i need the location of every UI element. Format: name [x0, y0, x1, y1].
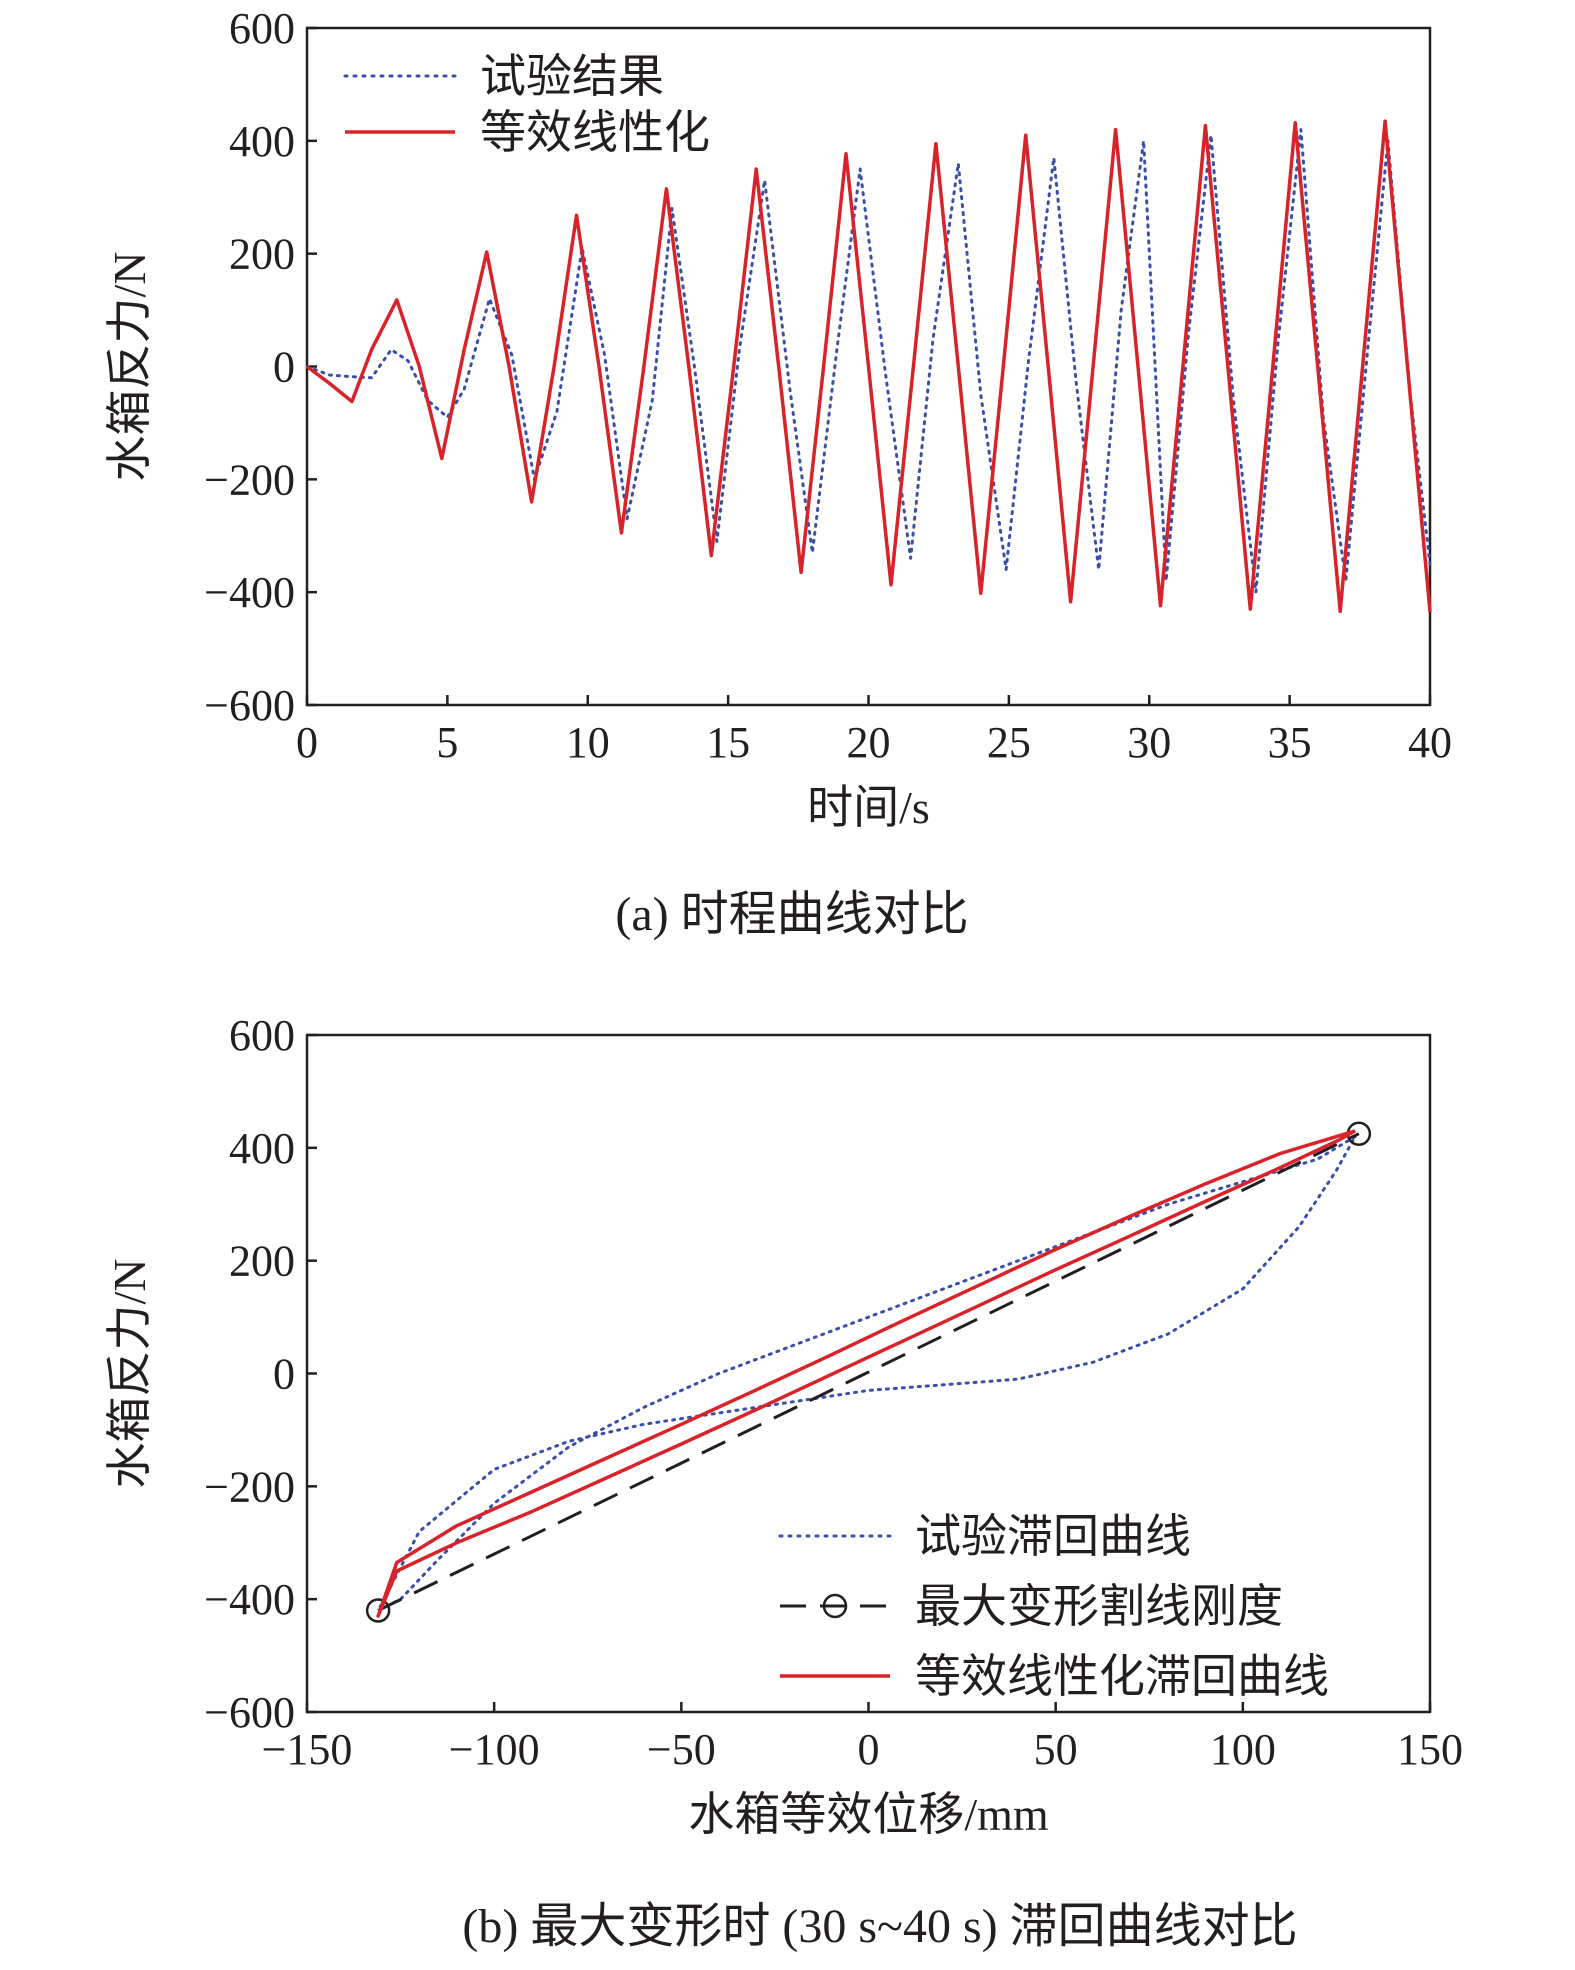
a-series-0-line	[305, 128, 1432, 594]
panel-b-ticks: −150 −100 −50 0 50 100 150 −600 −400 −200 0 200 400 6…	[204, 1011, 1463, 1774]
panel-b-series	[365, 1121, 1372, 1623]
panel-a-x-axis-label: 时间/s	[807, 782, 930, 833]
x-tick-label: −50	[647, 1725, 716, 1774]
panel-b-hysteresis-chart: −150 −100 −50 0 50 100 150 −600 −400 −200 0 200 400 6…	[104, 1011, 1463, 1953]
y-tick-label: 200	[229, 230, 295, 279]
x-tick-label: 5	[436, 718, 458, 767]
panel-a-legend: 试验结果 等效线性化	[343, 51, 710, 158]
x-tick-label: 25	[987, 718, 1031, 767]
panel-a-ticks: 0 5 10 15 20 25 30 35 40 −600 −400 −200 0 200 400 600	[204, 4, 1452, 767]
y-tick-label: 400	[229, 117, 295, 166]
panel-a-series	[305, 119, 1432, 614]
x-tick-label: 0	[858, 1725, 880, 1774]
x-tick-label: 15	[706, 718, 750, 767]
b-series-2-line	[376, 1129, 1356, 1618]
y-tick-label: 0	[273, 343, 295, 392]
x-tick-label: −100	[449, 1725, 540, 1774]
a-series-1-line	[305, 119, 1432, 614]
legend-a-experiment-label: 试验结果	[480, 51, 664, 102]
panel-b-y-axis-label: 水箱反力/N	[104, 1259, 155, 1489]
x-tick-label: 100	[1210, 1725, 1276, 1774]
x-tick-label: 10	[566, 718, 610, 767]
y-tick-label: 200	[229, 1237, 295, 1286]
y-tick-label: 400	[229, 1124, 295, 1173]
x-tick-label: 40	[1408, 718, 1452, 767]
b-series-0-line	[376, 1135, 1357, 1612]
panel-a-time-history-chart: 0 5 10 15 20 25 30 35 40 −600 −400 −200 0 200 400 600 试…	[104, 4, 1452, 941]
panel-a-y-axis-label: 水箱反力/N	[104, 252, 155, 482]
b-secant-endpoint-marker	[365, 1598, 391, 1623]
legend-a-linearized-label: 等效线性化	[480, 107, 710, 158]
y-tick-label: −200	[204, 455, 295, 504]
x-tick-label: 50	[1034, 1725, 1078, 1774]
legend-b-secant-label: 最大变形割线刚度	[915, 1581, 1283, 1632]
y-tick-label: 600	[229, 1011, 295, 1060]
panel-b-caption: (b) 最大变形时 (30 s~40 s) 滞回曲线对比	[462, 1900, 1297, 1953]
x-tick-label: 35	[1268, 718, 1312, 767]
y-tick-label: −200	[204, 1462, 295, 1511]
legend-b-linearized-label: 等效线性化滞回曲线	[915, 1651, 1329, 1702]
panel-b-x-axis-label: 水箱等效位移/mm	[688, 1789, 1049, 1840]
y-tick-label: −400	[204, 568, 295, 617]
legend-b-experiment-label: 试验滞回曲线	[915, 1511, 1191, 1562]
x-tick-label: 20	[847, 718, 891, 767]
legend-b-secant-marker	[822, 1593, 848, 1619]
y-tick-label: −600	[204, 681, 295, 730]
x-tick-label: 0	[296, 718, 318, 767]
x-tick-label: −150	[262, 1725, 353, 1774]
x-tick-label: 150	[1397, 1725, 1463, 1774]
y-tick-label: 600	[229, 4, 295, 53]
b-series-1-line	[377, 1132, 1360, 1612]
y-tick-label: −600	[204, 1688, 295, 1737]
panel-b-legend: 试验滞回曲线 最大变形割线刚度 等效线性化滞回曲线	[778, 1511, 1329, 1702]
x-tick-label: 30	[1127, 718, 1171, 767]
y-tick-label: 0	[273, 1350, 295, 1399]
panel-a-caption: (a) 时程曲线对比	[615, 888, 968, 941]
y-tick-label: −400	[204, 1575, 295, 1624]
